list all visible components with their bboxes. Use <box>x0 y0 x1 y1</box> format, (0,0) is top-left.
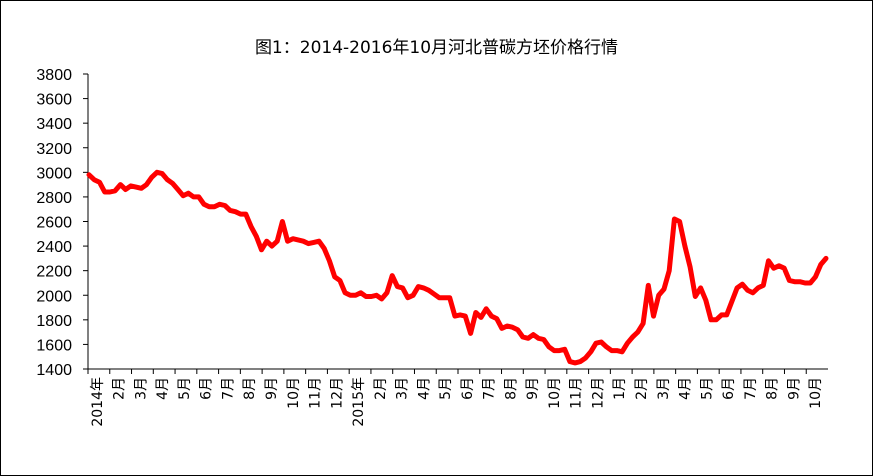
x-tick-label: 2014年 <box>90 377 106 427</box>
x-tick-label: 2015年 <box>351 377 367 427</box>
x-tick-label: 6月 <box>199 377 215 400</box>
x-tick-label: 6月 <box>460 377 476 400</box>
x-tick-label: 3月 <box>133 377 149 400</box>
x-tick-label: 3月 <box>656 377 672 400</box>
x-tick-label: 3月 <box>395 377 411 400</box>
x-tick-label: 9月 <box>264 377 280 400</box>
x-tick-label: 2月 <box>112 377 128 400</box>
x-tick-label: 1月 <box>612 377 628 400</box>
x-tick-label: 7月 <box>482 377 498 400</box>
x-tick-label: 5月 <box>177 377 193 400</box>
y-tick-label: 3200 <box>36 141 72 158</box>
x-tick-label: 10月 <box>286 377 302 409</box>
x-tick-label: 9月 <box>786 377 802 400</box>
x-tick-label: 11月 <box>308 377 324 409</box>
y-tick-label: 2600 <box>36 215 72 232</box>
x-tick-label: 9月 <box>525 377 541 400</box>
x-tick-label: 2月 <box>634 377 650 400</box>
y-axis: 1400 1600 1800 2000 2200 2400 2600 2800 3000 3200… <box>36 67 89 379</box>
x-tick-label: 8月 <box>242 377 258 400</box>
y-tick-label: 3600 <box>36 92 72 109</box>
x-axis: 2014年 2月 3月 4月 5月 6月 7月 8月 9月 10月 11月 12月 2015年 2月 3月 4… <box>87 368 828 427</box>
x-tick-label: 8月 <box>765 377 781 400</box>
y-tick-label: 2200 <box>36 264 72 281</box>
x-tick-label: 7月 <box>220 377 236 400</box>
x-tick-label: 11月 <box>569 377 585 409</box>
x-tick-label: 8月 <box>503 377 519 400</box>
y-tick-label: 2400 <box>36 239 72 256</box>
x-tick-label: 5月 <box>438 377 454 400</box>
x-tick-label: 7月 <box>743 377 759 400</box>
x-tick-label: 10月 <box>808 377 824 409</box>
x-tick-label: 4月 <box>678 377 694 400</box>
x-tick-label: 12月 <box>590 377 606 409</box>
x-tick-label: 2月 <box>373 377 389 400</box>
y-tick-label: 1800 <box>36 313 72 330</box>
y-tick-label: 3800 <box>36 67 72 84</box>
y-tick-label: 1400 <box>36 362 72 379</box>
plot-area <box>86 169 829 366</box>
x-tick-label: 6月 <box>721 377 737 400</box>
y-tick-label: 2800 <box>36 190 72 207</box>
y-tick-label: 2000 <box>36 288 72 305</box>
x-tick-label: 4月 <box>416 377 432 400</box>
x-tick-label: 10月 <box>547 377 563 409</box>
y-tick-label: 3000 <box>36 165 72 182</box>
x-tick-label: 5月 <box>699 377 715 400</box>
y-tick-label: 1600 <box>36 337 72 354</box>
y-tick-label: 3400 <box>36 116 72 133</box>
x-tick-label: 12月 <box>329 377 345 409</box>
series-line <box>86 169 829 366</box>
x-tick-label: 4月 <box>155 377 171 400</box>
chart-title: 图1：2014-2016年10月河北普碳方坯价格行情 <box>254 38 619 58</box>
